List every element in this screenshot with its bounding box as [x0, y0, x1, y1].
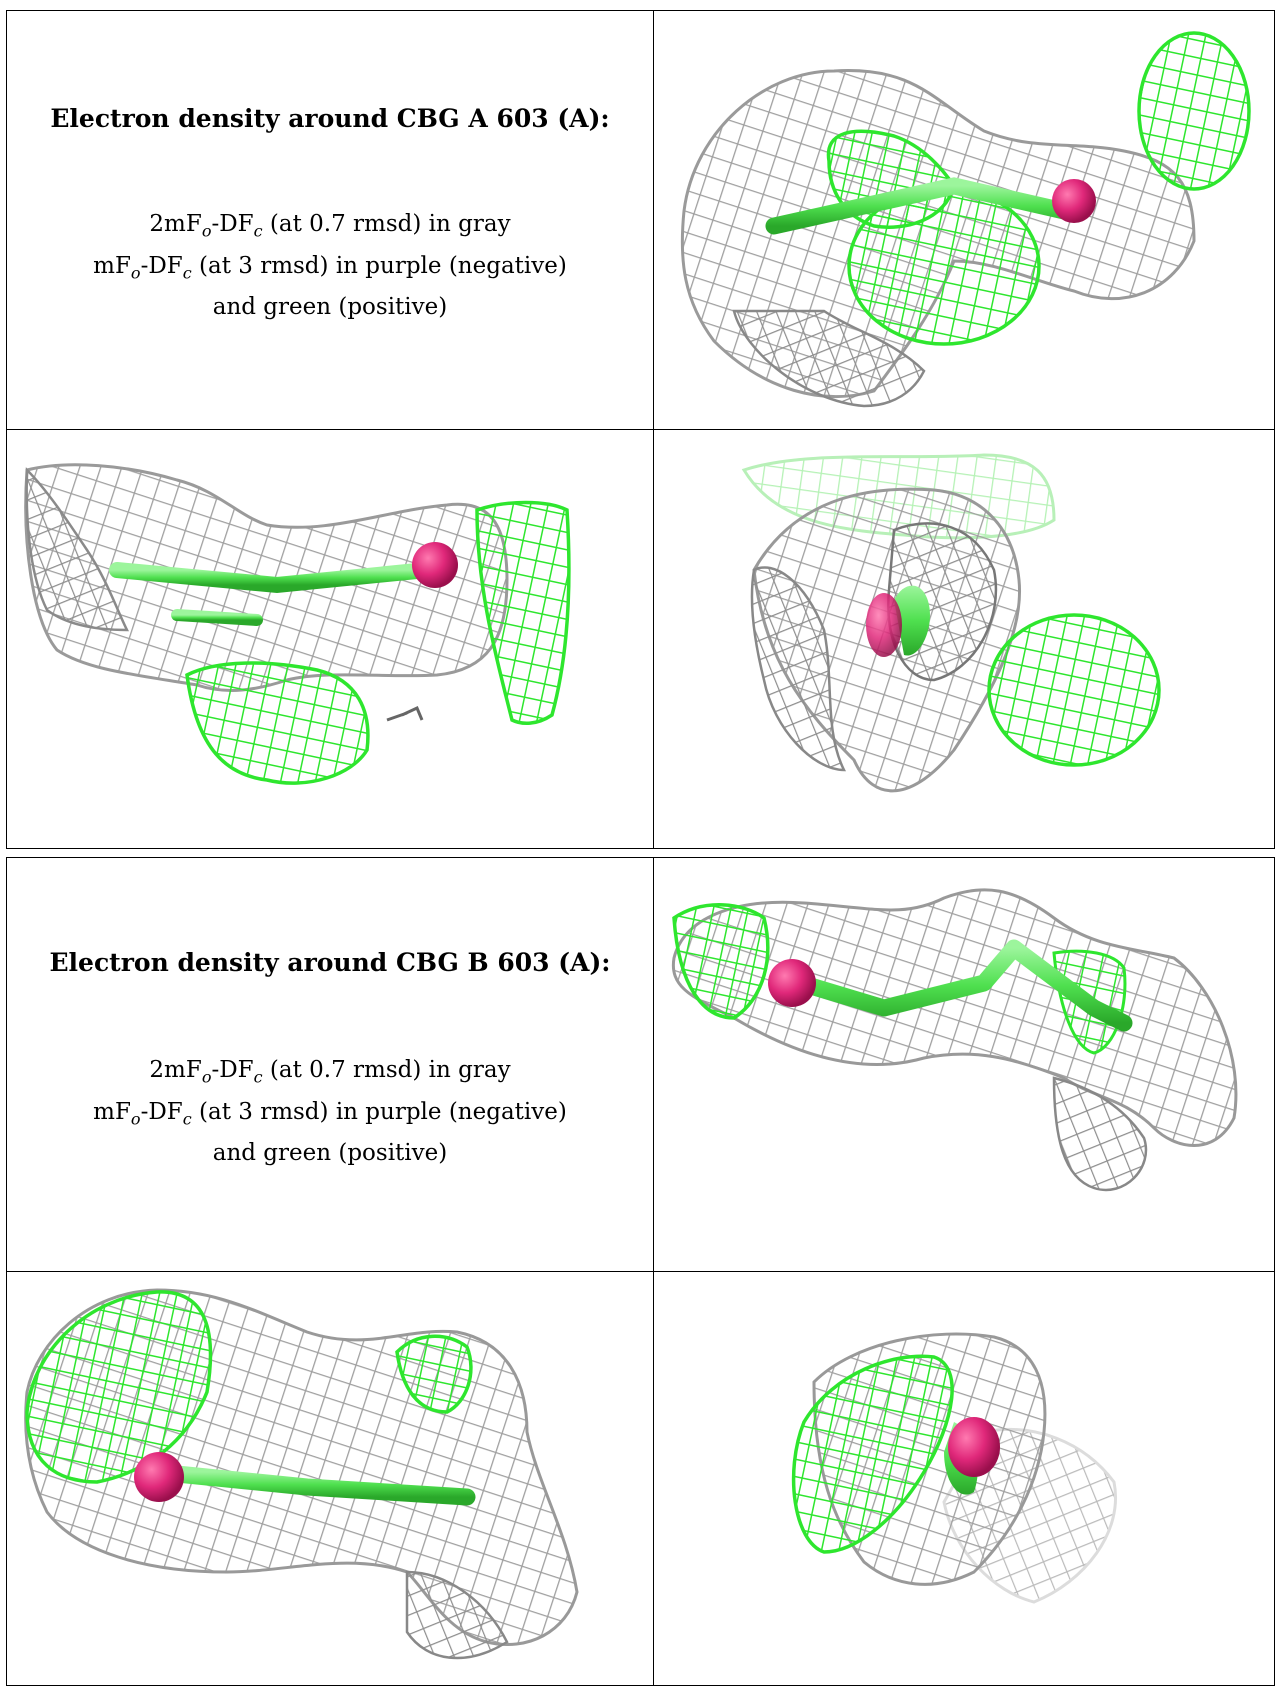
map-legend: 2mFo-DFc (at 0.7 rmsd) in gray mFo-DFc (… [7, 1053, 653, 1170]
legend-line-colors: and green (positive) [212, 1140, 448, 1167]
density-panel-a: Electron density around CBG A 603 (A): 2… [6, 10, 1275, 849]
caption-cell-a: Electron density around CBG A 603 (A): 2… [6, 10, 654, 430]
panel-title: Electron density around CBG B 603 (A): [49, 948, 611, 977]
density-view-b-3 [653, 1271, 1275, 1686]
caption-cell-b: Electron density around CBG B 603 (A): 2… [6, 857, 654, 1272]
legend-line-fo-fc: mFo-DFc (at 3 rmsd) in purple (negative) [93, 252, 567, 283]
legend-line-2fo-fc: 2mFo-DFc (at 0.7 rmsd) in gray [149, 211, 511, 241]
density-view-a-2 [6, 429, 654, 849]
density-panel-b: Electron density around CBG B 603 (A): 2… [6, 857, 1275, 1686]
legend-line-2fo-fc: 2mFo-DFc (at 0.7 rmsd) in gray [149, 1057, 511, 1087]
legend-line-fo-fc: mFo-DFc (at 3 rmsd) in purple (negative) [93, 1098, 567, 1129]
density-view-b-2 [6, 1271, 654, 1686]
map-legend: 2mFo-DFc (at 0.7 rmsd) in gray mFo-DFc (… [7, 207, 653, 324]
density-view-a-3 [653, 429, 1275, 849]
panel-title: Electron density around CBG A 603 (A): [50, 104, 610, 133]
density-view-b-1 [653, 857, 1275, 1272]
density-view-a-1 [653, 10, 1275, 430]
legend-line-colors: and green (positive) [212, 294, 448, 321]
